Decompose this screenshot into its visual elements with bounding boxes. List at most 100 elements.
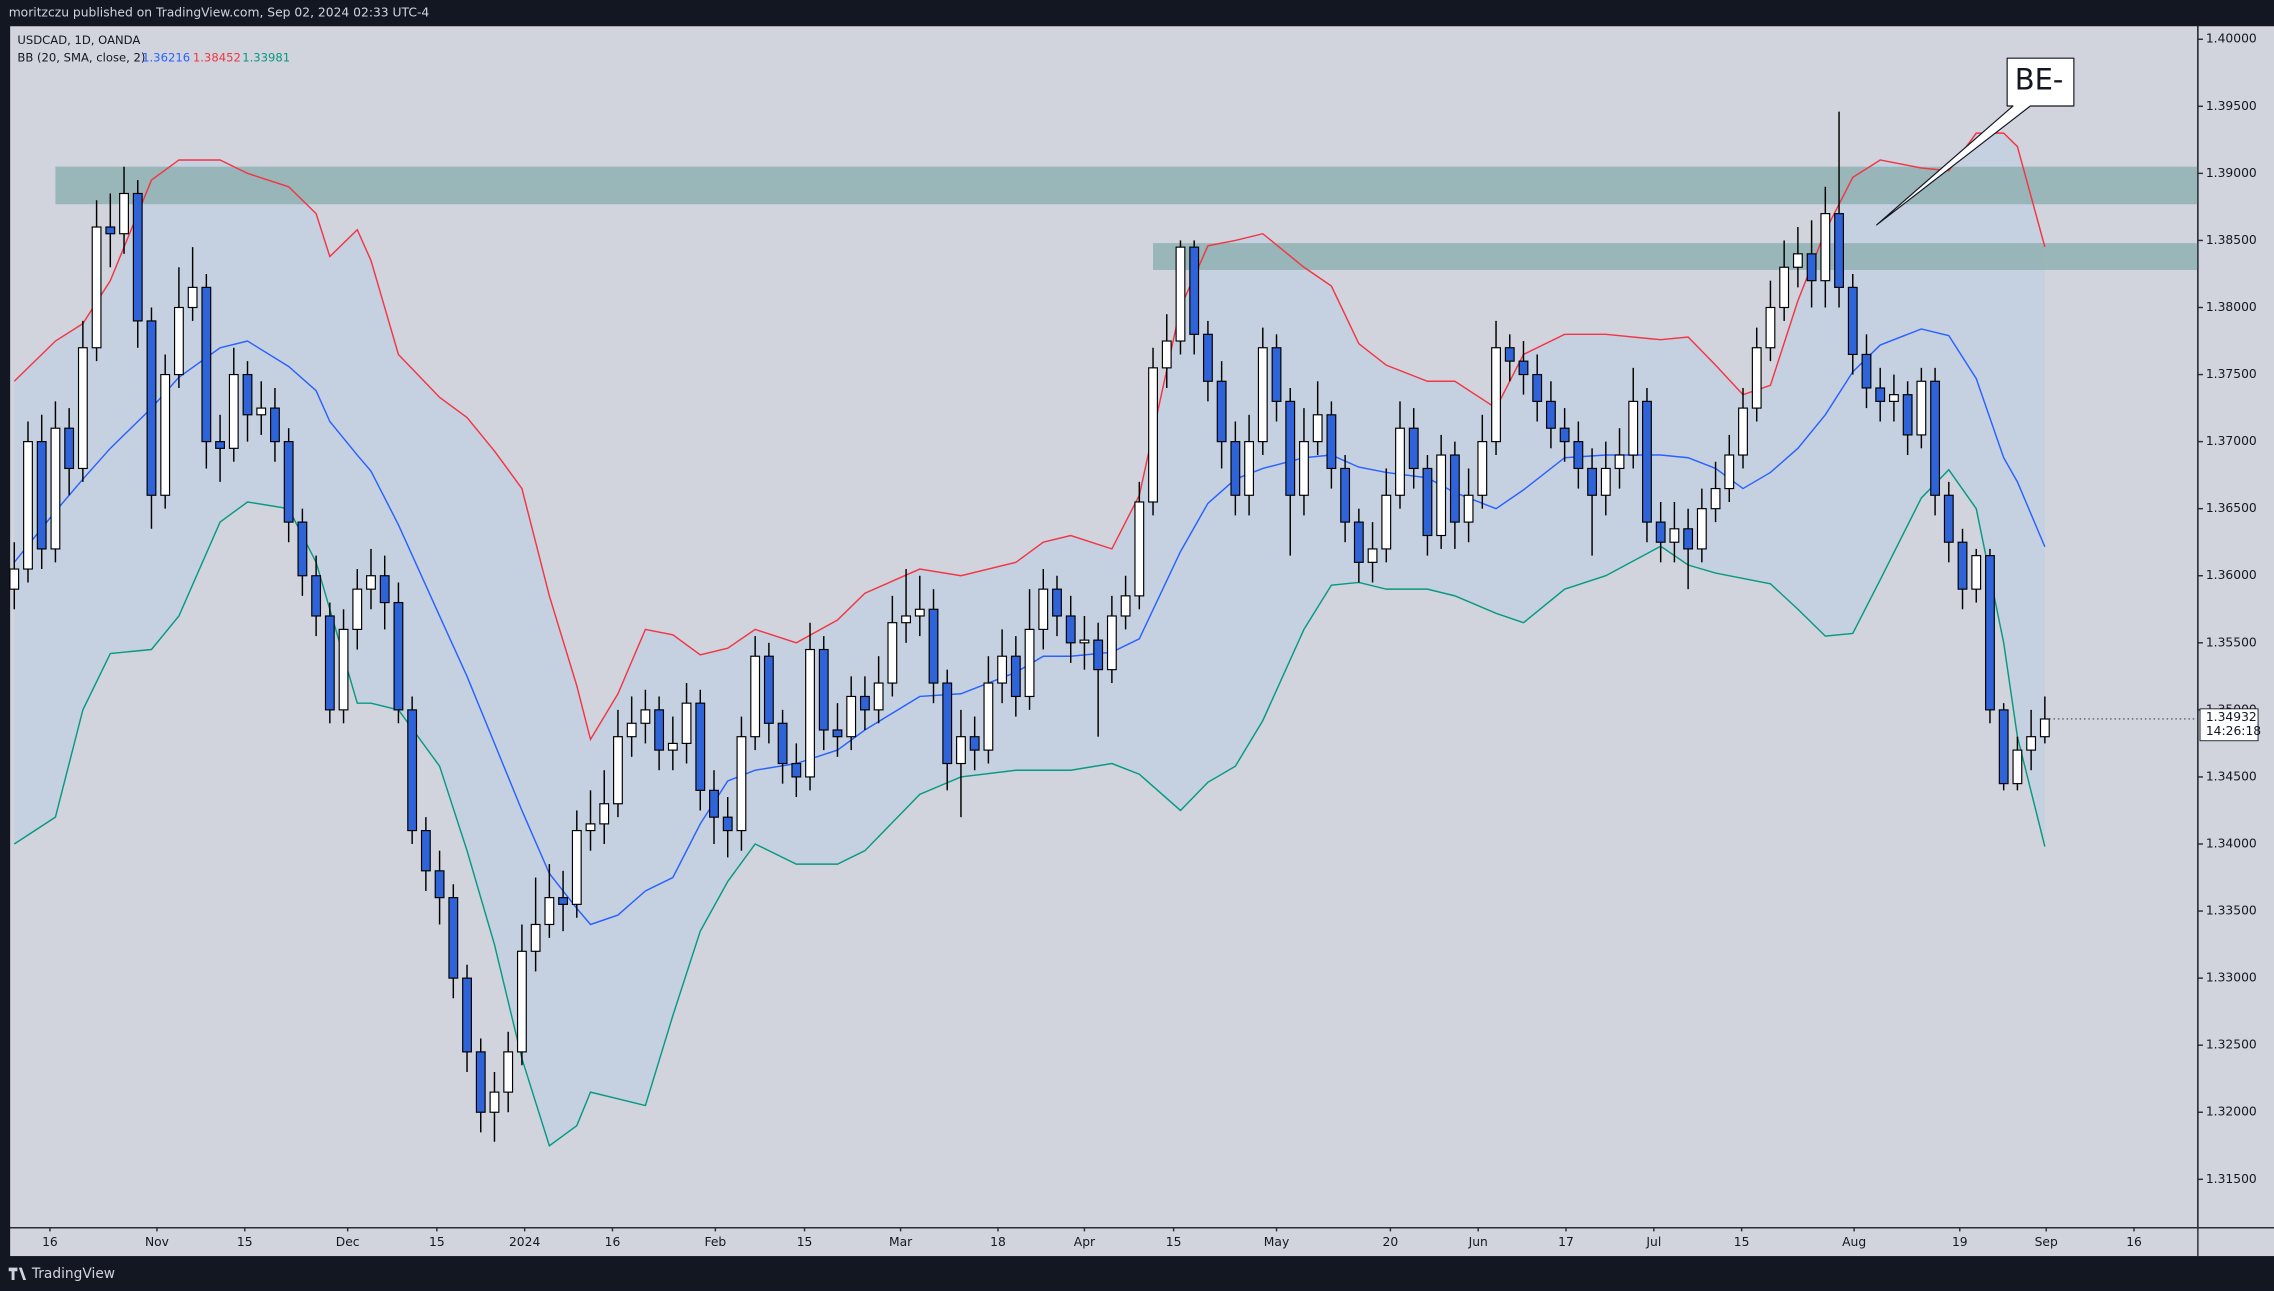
x-tick-label: 18 [990,1235,1006,1249]
candle-body [1367,548,1378,563]
x-tick-label: Feb [704,1235,726,1249]
candle-body [956,736,966,765]
candle-body [1038,588,1049,630]
candle-body [201,286,212,443]
candle-body [736,736,747,832]
x-tick-label: Sep [2035,1235,2058,1249]
y-tick-label: 1.35500 [2206,635,2257,649]
candle-body [119,192,129,235]
candle-body [352,588,363,630]
candle-body [983,682,994,751]
candle-body [1806,253,1817,282]
candle-body [1216,380,1227,443]
candle-body [1765,306,1776,349]
candle-body [1655,521,1666,543]
candle-body [1422,467,1433,537]
candle-body [77,347,88,470]
candle-body [160,373,171,496]
band-line [13,132,2046,742]
candle-body [1532,373,1543,402]
candle-body [475,1051,486,1113]
x-tick-label: Jun [1468,1235,1488,1249]
candle-body [722,816,733,832]
symbol: USDCAD, 1D, OANDA [17,33,140,47]
candle-body [146,320,157,496]
candle-body [1189,246,1200,335]
candle-body [516,950,527,1053]
x-tick-label: 19 [1952,1235,1968,1249]
zone [55,166,2198,205]
candle-body [750,655,761,738]
x-tick-label: 2024 [509,1235,541,1249]
y-tick-label: 1.40000 [2206,32,2257,46]
candle-body [1930,380,1941,496]
candle-body [1587,467,1598,496]
candle-body [791,762,802,778]
candle-body [105,226,116,235]
candle-body [695,702,706,791]
x-tick-label: 16 [2126,1235,2142,1249]
candle-body [1847,286,1858,356]
y-tick-label: 1.33500 [2206,904,2257,918]
x-tick-label: 15 [797,1235,813,1249]
candle-body [462,977,472,1053]
x-tick-label: Apr [1074,1235,1096,1249]
candle-body [1381,494,1392,550]
y-tick-label: 1.37500 [2206,367,2257,381]
candle-body [997,655,1008,684]
candle-body [859,695,870,711]
candle-body [626,722,637,738]
candle-body [640,709,651,724]
candle-body [1792,253,1803,268]
candle-body [283,441,294,523]
y-tick-label: 1.38500 [2206,233,2257,247]
candle-body [1353,521,1364,563]
candle-body [1820,213,1831,282]
x-tick-label: 15 [1734,1235,1750,1249]
annotation: BE- [2015,62,2064,96]
candle-body [420,830,431,872]
candle-body [1134,501,1145,597]
candle-body [1628,400,1639,456]
candle-body [1024,628,1035,698]
candle-body [544,897,555,926]
band-line [13,468,2046,1147]
candle-body [763,655,774,724]
callout-shape [1876,57,2075,226]
candle-body [1600,467,1611,496]
x-tick-label: Jul [1645,1235,1661,1249]
y-tick-label: 1.32000 [2206,1105,2257,1119]
price-axis [2198,26,2274,1228]
indicator-value: 1.38452 [193,51,241,65]
footer-logo: TradingView [8,1266,115,1282]
candle-body [1916,380,1927,436]
y-tick-label: 1.33000 [2206,971,2257,985]
candle-body [1299,441,1309,496]
y-tick-label: 1.34500 [2206,769,2257,783]
callout: BE- [1876,57,2075,226]
candle-body [379,575,390,604]
candle-body [1120,595,1131,617]
candle-body [1106,615,1117,671]
y-tick-label: 1.31500 [2206,1172,2257,1186]
candle-body [36,441,47,550]
candle-body [1230,441,1241,496]
candle-body [256,407,267,416]
candle-body [846,695,857,738]
countdown: 14:26:18 [2206,724,2261,738]
candle-body [1545,400,1556,429]
indicator-value: 1.36216 [142,51,190,65]
x-tick-label: 20 [1383,1235,1399,1249]
candle-body [9,568,20,590]
x-tick-label: Mar [889,1235,913,1249]
candle-body [1340,467,1351,523]
candle-body [832,729,843,738]
candle-body [407,709,418,832]
candle-body [297,521,308,577]
candle-body [1010,655,1021,698]
y-tick-label: 1.36500 [2206,501,2257,515]
x-tick-label: 16 [605,1235,621,1249]
candle-body [503,1051,514,1093]
